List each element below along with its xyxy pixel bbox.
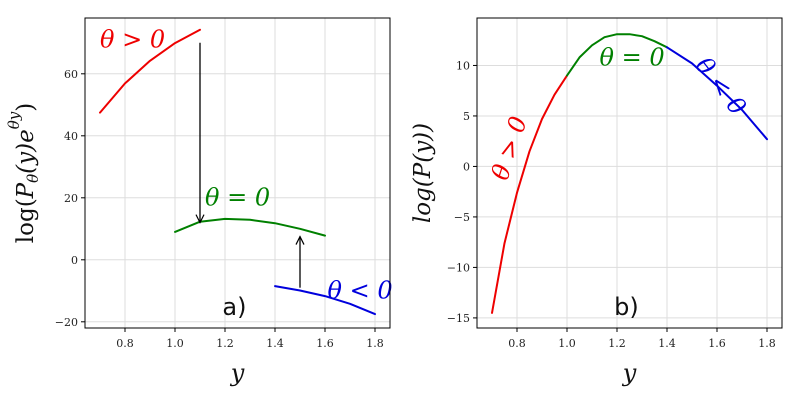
xtick-label-a-1: 1.0 [166, 337, 184, 350]
series-line-b-1 [566, 33, 668, 77]
y-axis-label-part-a-4: θy [5, 111, 23, 129]
xtick-label-b-1: 1.0 [558, 337, 576, 350]
xtick-label-b-4: 1.6 [708, 337, 726, 350]
ytick-label-b-0: −15 [447, 312, 470, 325]
y-axis-label-a: log(Pθ(y)eθy) [5, 103, 42, 243]
annotation-b-2: θ < 0 [690, 52, 752, 121]
ytick-label-b-3: 0 [463, 160, 470, 173]
xtick-label-a-5: 1.8 [366, 337, 384, 350]
xtick-label-a-4: 1.6 [316, 337, 334, 350]
y-axis-label-part-a-1: P [13, 182, 39, 199]
annotation-b-1: θ = 0 [600, 43, 665, 71]
ytick-label-b-4: 5 [463, 110, 470, 123]
x-axis-label-b: y [622, 359, 637, 387]
series-line-b-0 [491, 74, 568, 314]
xtick-label-b-5: 1.8 [758, 337, 776, 350]
xtick-label-b-3: 1.4 [658, 337, 676, 350]
y-axis-label-part-a-0: log( [13, 198, 39, 243]
ytick-label-b-5: 10 [456, 59, 470, 72]
xtick-label-a-0: 0.8 [116, 337, 134, 350]
series-line-a-2 [274, 285, 376, 316]
x-axis-label-a: y [230, 359, 245, 387]
series-line-a-0 [99, 28, 201, 114]
xtick-label-a-2: 1.2 [216, 337, 234, 350]
ytick-label-a-2: 20 [64, 192, 78, 205]
series-line-a-1 [174, 217, 326, 237]
annotation-b-0: θ > 0 [486, 113, 533, 184]
y-axis-label-part-a-5: ) [13, 103, 39, 112]
annotation-a-0: θ > 0 [100, 25, 165, 53]
y-axis-label-part-a-2: θ [24, 174, 42, 183]
ytick-label-a-0: −20 [55, 316, 78, 329]
ytick-label-b-2: −5 [454, 211, 470, 224]
xtick-label-b-2: 1.2 [608, 337, 626, 350]
xtick-label-b-0: 0.8 [508, 337, 526, 350]
ytick-label-a-4: 60 [64, 68, 78, 81]
ytick-label-a-3: 40 [64, 130, 78, 143]
annotation-a-2: θ < 0 [328, 277, 393, 305]
panel-tag-a: a) [222, 293, 246, 321]
xtick-label-a-3: 1.4 [266, 337, 284, 350]
y-axis-label-b: log(P(y)) [410, 123, 436, 223]
panel-tag-b: b) [614, 293, 639, 321]
y-axis-label-part-a-3: (y)e [13, 129, 39, 174]
panel-a: 0.8 1.0 1.2 1.4 1.6 1.8 −20 0 20 40 60 θ > 0 θ = 0 θ … [5, 17, 393, 387]
ytick-label-b-1: −10 [447, 261, 470, 274]
ytick-label-a-1: 0 [71, 254, 78, 267]
plot-frame-a [84, 17, 391, 329]
panel-b: 0.8 1.0 1.2 1.4 1.6 1.8 −15 −10 −5 0 5 10 θ > 0 θ = 0… [410, 17, 783, 387]
series-line-b-2 [666, 46, 768, 141]
annotation-a-1: θ = 0 [205, 184, 270, 212]
plot-frame-b [476, 17, 783, 329]
